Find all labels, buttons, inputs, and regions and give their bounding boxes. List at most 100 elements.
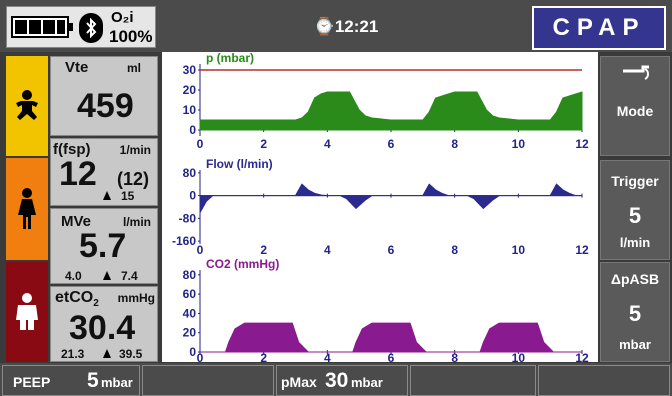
trigger-label: Trigger xyxy=(611,173,659,189)
x-tick-label: 4 xyxy=(324,351,331,362)
x-tick-label: 6 xyxy=(388,243,395,257)
mode-title: CPAP xyxy=(532,6,666,50)
freq-label: f(fsp) xyxy=(53,141,91,158)
x-tick-label: 2 xyxy=(260,137,267,151)
infant-icon xyxy=(16,90,38,120)
patient-adult-button[interactable] xyxy=(6,262,48,362)
freq-unit: 1/min xyxy=(119,143,151,157)
clock: ⌚12:21 xyxy=(164,6,528,48)
x-tick-label: 8 xyxy=(451,243,458,257)
y-tick-label: 60 xyxy=(183,287,197,301)
etco2-low-limit: 21.3 xyxy=(61,347,85,361)
empty-setting-slot-2[interactable] xyxy=(410,365,536,396)
y-tick-label: 80 xyxy=(183,268,197,282)
waveform-series xyxy=(199,91,583,131)
trigger-unit: l/min xyxy=(619,235,651,250)
x-tick-label: 2 xyxy=(260,351,267,362)
mode-button[interactable]: Mode xyxy=(600,56,670,156)
trigger-value: 5 xyxy=(628,203,642,228)
x-tick-label: 8 xyxy=(451,137,458,151)
vte-panel: Vte ml 459 xyxy=(50,56,158,136)
x-tick-label: 4 xyxy=(324,243,331,257)
y-tick-label: 0 xyxy=(189,123,196,137)
y-tick-label: 0 xyxy=(189,189,196,203)
vte-value: 459 xyxy=(77,87,134,125)
peep-label: PEEP xyxy=(13,374,51,390)
mve-high-limit: 7.4 xyxy=(121,269,138,283)
battery-icon xyxy=(11,16,73,38)
alarm-bell-icon xyxy=(103,271,111,280)
bluetooth-icon xyxy=(79,13,103,43)
alarm-bell-icon xyxy=(103,191,111,200)
freq-sub-value: (12) xyxy=(117,169,150,189)
x-tick-label: 4 xyxy=(324,137,331,151)
peep-value: 5 xyxy=(87,369,99,392)
dpasb-label: ΔpASB xyxy=(610,271,660,287)
empty-setting-slot-3[interactable] xyxy=(538,365,670,396)
pmax-unit: mbar xyxy=(351,375,383,390)
mve-value: 5.7 xyxy=(79,227,127,265)
x-tick-label: 10 xyxy=(512,137,526,151)
child-icon xyxy=(18,188,36,229)
alarm-bell-icon xyxy=(103,349,111,358)
adult-icon xyxy=(16,293,38,330)
etco2-panel: etCO2 mmHg 30.4 21.3 39.5 xyxy=(50,286,158,362)
o2-label: O₂i xyxy=(111,9,134,26)
chart-title: CO2 (mmHg) xyxy=(206,257,279,271)
x-tick-label: 0 xyxy=(197,137,204,151)
y-tick-label: 20 xyxy=(183,83,197,97)
y-tick-label: 40 xyxy=(183,306,197,320)
mode-button-label: Mode xyxy=(616,103,654,119)
waveform-area: 30 20 10 0 0 2 4 6 8 10 12 p (mbar) 80 0 -80 -160 0 2 4 6 8 1… xyxy=(162,51,598,365)
chart-title: p (mbar) xyxy=(206,52,254,65)
mode-icon xyxy=(623,65,649,80)
vte-label: Vte xyxy=(65,59,89,76)
y-tick-label: 0 xyxy=(189,345,196,359)
peep-unit: mbar xyxy=(101,375,133,390)
y-tick-label: 10 xyxy=(183,103,197,117)
peep-setting-button[interactable]: PEEP 5 mbar xyxy=(2,365,140,396)
dpasb-button[interactable]: ΔpASB 5 mbar xyxy=(600,262,670,362)
patient-child-button[interactable] xyxy=(6,158,48,260)
x-tick-label: 6 xyxy=(388,137,395,151)
pmax-label: pMax xyxy=(281,374,317,390)
mve-label: MVe xyxy=(61,213,92,230)
pmax-setting-button[interactable]: pMax 30 mbar xyxy=(276,365,408,396)
mve-unit: l/min xyxy=(122,215,151,229)
etco2-value: 30.4 xyxy=(69,309,136,347)
x-tick-label: 0 xyxy=(197,351,204,362)
y-tick-label: -160 xyxy=(172,234,196,248)
vte-unit: ml xyxy=(126,61,141,75)
x-tick-label: 10 xyxy=(512,351,526,362)
etco2-label: etCO2 xyxy=(55,289,99,310)
y-tick-label: 80 xyxy=(183,166,197,180)
x-tick-label: 12 xyxy=(575,351,589,362)
etco2-high-limit: 39.5 xyxy=(119,347,143,361)
mve-panel: MVe l/min 5.7 4.0 7.4 xyxy=(50,208,158,284)
x-tick-label: 12 xyxy=(575,137,589,151)
x-tick-label: 6 xyxy=(388,351,395,362)
x-tick-label: 0 xyxy=(197,243,204,257)
y-tick-label: 30 xyxy=(183,63,197,77)
mve-low-limit: 4.0 xyxy=(65,269,82,283)
etco2-unit: mmHg xyxy=(117,291,155,305)
y-tick-label: -80 xyxy=(179,211,197,225)
x-tick-label: 8 xyxy=(451,351,458,362)
freq-value: 12 xyxy=(59,155,97,193)
chart-title: Flow (l/min) xyxy=(206,157,273,171)
dpasb-unit: mbar xyxy=(619,337,651,352)
waveform-series xyxy=(200,322,582,353)
empty-setting-slot-1[interactable] xyxy=(142,365,274,396)
freq-alarm-limit: 15 xyxy=(121,189,135,203)
o2-value: 100% xyxy=(109,27,153,46)
trigger-button[interactable]: Trigger 5 l/min xyxy=(600,160,670,260)
y-tick-label: 20 xyxy=(183,326,197,340)
device-status-panel: O₂i 100% xyxy=(6,6,156,48)
x-tick-label: 12 xyxy=(575,243,589,257)
freq-panel: f(fsp) 1/min 12 (12) 15 xyxy=(50,138,158,206)
dpasb-value: 5 xyxy=(628,301,642,326)
x-tick-label: 10 xyxy=(512,243,526,257)
patient-infant-button[interactable] xyxy=(6,56,48,156)
pmax-value: 30 xyxy=(325,369,349,392)
